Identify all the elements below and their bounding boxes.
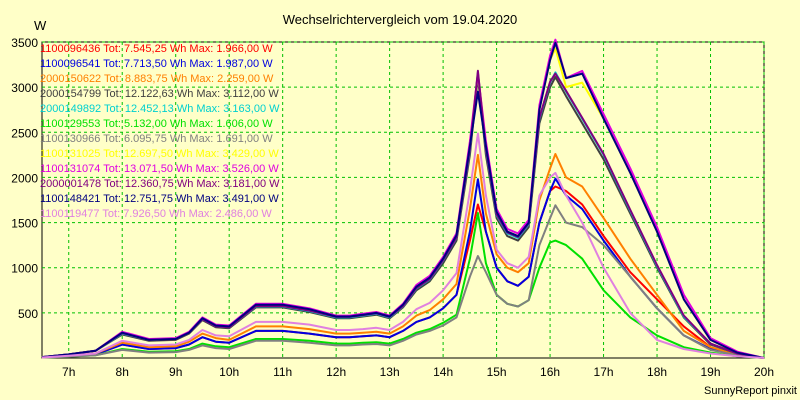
x-tick-label: 19h <box>701 365 721 379</box>
y-tick-label: 3000 <box>11 81 38 95</box>
legend-entry: 1100119477 Tot: 7.926,50 Wh Max: 2.486,0… <box>40 208 272 220</box>
y-tick-label: 2500 <box>11 126 38 140</box>
legend-entry: 2000149892 Tot: 12.452,13 Wh Max: 3.163,… <box>40 103 280 115</box>
grid-lines <box>42 41 765 358</box>
series-line <box>41 41 765 359</box>
series-line <box>41 204 765 359</box>
x-tick-label: 20h <box>754 365 774 379</box>
legend-entry: 2000001478 Tot: 12.360,75 Wh Max: 3.181,… <box>40 178 280 190</box>
y-tick-label: 1500 <box>11 217 38 231</box>
series-line <box>41 212 765 359</box>
legend-entry: 1100096436 Tot: 7.545,25 Wh Max: 1.966,0… <box>40 43 273 55</box>
x-tick-label: 13h <box>380 365 400 379</box>
series-lines <box>41 38 765 359</box>
legend-entry: 2000150622 Tot: 8.883,75 Wh Max: 2.259,0… <box>40 73 274 85</box>
x-tick-label: 12h <box>326 365 346 379</box>
legend: 1100096436 Tot: 7.545,25 Wh Max: 1.966,0… <box>40 43 280 220</box>
legend-entry: 2000154799 Tot: 12.122,63 Wh Max: 3.112,… <box>40 88 279 100</box>
y-tick-label: 500 <box>18 307 38 321</box>
x-tick-label: 8h <box>116 365 129 379</box>
x-tick-label: 11h <box>273 365 292 379</box>
footer-credit: SunnyReport pinxit <box>704 385 797 397</box>
y-axis-ticks: 500 1000 1500 2000 2500 3000 3500 <box>11 36 38 321</box>
legend-entry: 1100131025 Tot: 12.697,50 Wh Max: 3.429,… <box>40 148 279 160</box>
x-tick-label: 16h <box>540 365 560 379</box>
series-line <box>41 153 765 359</box>
x-tick-label: 18h <box>647 365 667 379</box>
x-tick-label: 7h <box>62 365 75 379</box>
chart-title: Wechselrichtervergleich vom 19.04.2020 <box>283 12 518 27</box>
y-axis-unit-label: W <box>34 18 47 33</box>
x-tick-label: 9h <box>169 365 182 379</box>
series-line <box>41 132 765 359</box>
legend-entry: 1100130966 Tot: 6.095,75 Wh Max: 1.691,0… <box>40 133 273 145</box>
series-line <box>41 177 765 359</box>
legend-entry: 1100129553 Tot: 5.132,00 Wh Max: 1.606,0… <box>40 118 273 130</box>
x-tick-label: 10h <box>219 365 239 379</box>
y-tick-label: 3500 <box>11 36 38 50</box>
y-tick-label: 2000 <box>11 171 38 185</box>
x-tick-label: 17h <box>594 365 614 379</box>
x-tick-label: 15h <box>487 365 507 379</box>
y-tick-label: 1000 <box>11 262 38 276</box>
legend-entry: 1100096541 Tot: 7.713,50 Wh Max: 1.987,0… <box>40 58 273 70</box>
legend-entry: 1100131074 Tot: 13.071,50 Wh Max: 3.526,… <box>40 163 279 175</box>
x-tick-label: 14h <box>433 365 453 379</box>
x-axis-ticks: 7h 8h 9h 10h 11h 12h 13h 14h 15h 16h 17h 18h 19h 20h <box>62 365 774 379</box>
legend-entry: 1100148421 Tot: 12.751,75 Wh Max: 3.491,… <box>40 193 279 205</box>
